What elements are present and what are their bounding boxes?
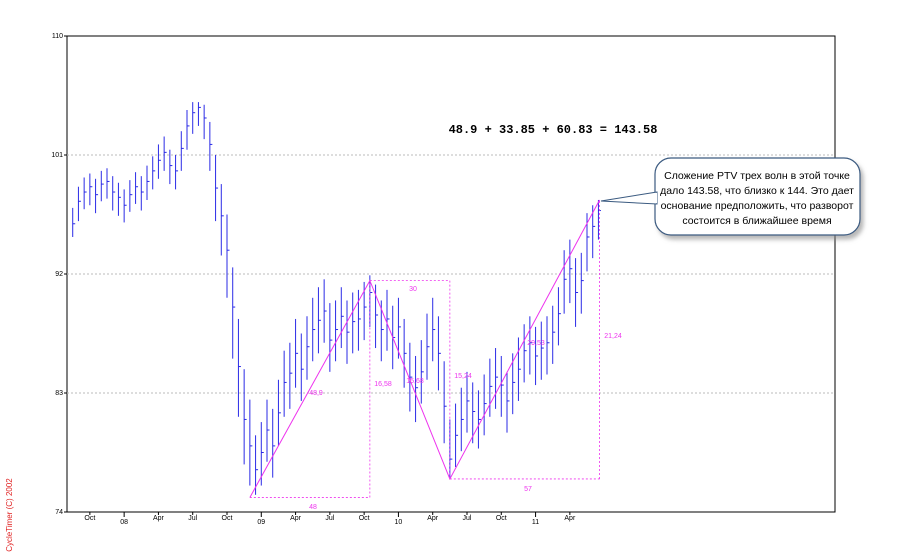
wave-line (249, 199, 601, 498)
wave-label: 57 (524, 486, 532, 493)
callout-line: Сложение PTV трех волн в этой точке (664, 170, 850, 182)
wave-label: 21,24 (604, 333, 622, 340)
callout-pointer (600, 191, 658, 205)
x-tick-label: Oct (84, 515, 95, 522)
wave-label: 48 (309, 504, 317, 511)
x-tick-label: Apr (564, 515, 576, 522)
x-tick-label: Oct (496, 515, 507, 522)
y-tick-label: 101 (51, 152, 63, 159)
x-tick-label: Jul (325, 515, 334, 522)
y-tick-label: 110 (52, 33, 63, 40)
callout-line: состоится в ближайшее время (682, 215, 831, 227)
y-tick-label: 92 (55, 271, 63, 278)
x-tick-label: Apr (153, 515, 165, 522)
callout-line: основание предположить, что разворот (661, 200, 854, 212)
year-label: 10 (395, 519, 403, 526)
wave-label: 29,53 (527, 340, 545, 347)
callout-line: дало 143.58, что близко к 144. Это дает (660, 185, 854, 197)
year-label: 08 (120, 519, 128, 526)
copyright: CycleTimer (C) 2002 (5, 478, 14, 552)
formula: 48.9 + 33.85 + 60.83 = 143.58 (449, 123, 658, 137)
y-tick-label: 83 (55, 390, 63, 397)
year-label: 11 (532, 519, 539, 526)
x-tick-label: Apr (290, 515, 302, 522)
wave-label: 15,24 (454, 373, 472, 380)
callout: Сложение PTV трех волн в этой точке дало… (600, 157, 861, 236)
x-tick-label: Jul (463, 515, 472, 522)
x-tick-label: Apr (427, 515, 439, 522)
wave-label: 15,68 (406, 378, 424, 385)
x-tick-label: Jul (188, 515, 197, 522)
wave-label: 30 (409, 286, 417, 293)
wave-label: 16,58 (374, 381, 392, 388)
wave-label: 48,9 (309, 390, 323, 397)
x-tick-label: Oct (359, 515, 370, 522)
year-label: 09 (257, 519, 265, 526)
x-tick-label: Oct (222, 515, 233, 522)
y-tick-label: 74 (55, 509, 63, 516)
